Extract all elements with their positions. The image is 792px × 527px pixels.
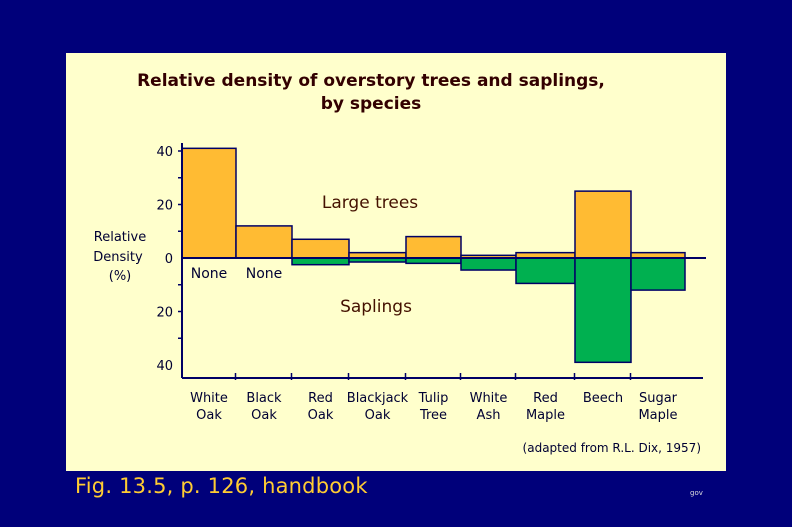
y-axis-label: Density <box>93 250 143 265</box>
x-category-label: Maple <box>526 408 565 423</box>
chart-title-line: Relative density of overstory trees and … <box>137 71 605 91</box>
bar-saplings <box>630 257 686 291</box>
y-axis-label: (%) <box>109 269 132 284</box>
x-category-label: Oak <box>196 408 222 423</box>
none-annotation: None <box>246 266 283 282</box>
x-category-label: Red <box>308 391 333 406</box>
none-annotation: None <box>191 266 228 282</box>
chart-panel: Relative density of overstory trees and … <box>66 53 726 471</box>
y-axis-label: Relative <box>94 230 146 245</box>
chart-title-line: by species <box>321 94 422 114</box>
bar-saplings <box>291 257 350 266</box>
x-category-label: Tulip <box>418 391 449 406</box>
x-category-label: Maple <box>638 408 677 423</box>
bar-large-trees <box>235 225 293 259</box>
x-category-label: Tree <box>419 408 447 423</box>
bar-saplings <box>460 257 517 271</box>
x-category-label: Sugar <box>639 391 678 406</box>
x-category-label: Oak <box>308 408 334 423</box>
x-category-label: Beech <box>583 391 623 406</box>
y-tick-label: 40 <box>156 145 173 160</box>
bar-large-trees <box>291 238 350 259</box>
y-tick-label: 20 <box>156 306 173 321</box>
bar-saplings <box>574 257 632 364</box>
x-category-label: White <box>470 391 508 406</box>
y-tick-label: 0 <box>165 252 173 267</box>
x-category-label: Blackjack <box>347 391 409 406</box>
x-category-label: Oak <box>365 408 391 423</box>
figure-caption: Fig. 13.5, p. 126, handbook <box>75 474 368 498</box>
chart: Relative density of overstory trees and … <box>93 71 706 455</box>
corner-mark: gov <box>690 489 703 497</box>
x-category-label: Ash <box>477 408 501 423</box>
x-category-label: Oak <box>251 408 277 423</box>
y-tick-label: 40 <box>156 359 173 374</box>
x-category-label: White <box>190 391 228 406</box>
bar-large-trees <box>405 235 462 259</box>
bar-large-trees <box>574 190 632 259</box>
bar-large-trees <box>181 147 237 259</box>
x-category-label: Black <box>246 391 282 406</box>
y-tick-label: 20 <box>156 199 173 214</box>
x-category-label: Red <box>533 391 558 406</box>
legend-label-large-trees: Large trees <box>322 193 418 213</box>
legend-label-saplings: Saplings <box>340 297 412 317</box>
bar-saplings <box>515 257 576 285</box>
source-note: (adapted from R.L. Dix, 1957) <box>523 441 701 455</box>
